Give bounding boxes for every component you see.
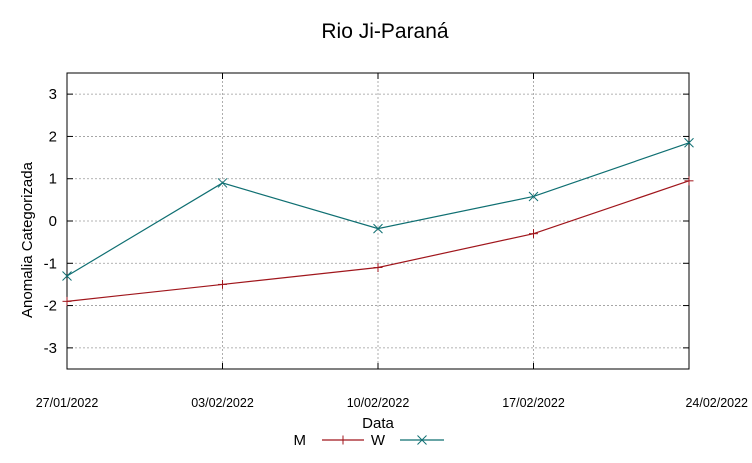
y-axis-label: Anomalia Categorizada	[19, 161, 36, 318]
x-tick-label: 10/02/2022	[347, 396, 410, 410]
series-M	[62, 176, 694, 306]
series-W	[62, 137, 694, 281]
y-tick-label: -1	[44, 255, 57, 272]
x-axis-ticks: 27/01/2022 03/02/2022 10/02/2022 17/02/2022…	[36, 73, 748, 410]
data-point-W	[217, 178, 228, 188]
data-point-M	[684, 176, 694, 186]
data-point-W	[373, 223, 383, 234]
data-point-W	[62, 271, 72, 281]
data-point-W	[528, 191, 539, 202]
x-tick-label: 27/01/2022	[36, 396, 99, 410]
data-point-W	[684, 137, 694, 148]
data-point-M	[529, 229, 538, 239]
gridlines	[66, 73, 690, 369]
x-tick-label: 17/02/2022	[502, 396, 565, 410]
legend-label: M	[294, 432, 307, 449]
legend-item-M: M	[294, 432, 364, 449]
y-tick-label: -2	[44, 298, 57, 315]
chart-title: Rio Ji-Paraná	[321, 20, 449, 43]
legend-label: W	[371, 432, 386, 449]
y-tick-label: 2	[49, 128, 57, 145]
series-layer	[62, 137, 694, 306]
data-point-M	[218, 279, 227, 289]
legend-marker	[417, 435, 427, 445]
legend-item-W: W	[371, 432, 444, 449]
data-point-M	[373, 263, 383, 273]
y-tick-label: 0	[49, 213, 57, 230]
y-tick-label: 1	[49, 171, 57, 188]
x-axis-label: Data	[362, 415, 394, 432]
x-tick-label: 03/02/2022	[191, 396, 254, 410]
y-tick-label: -3	[44, 340, 57, 357]
legend-marker	[338, 435, 348, 445]
x-tick-label: 24/02/2022	[685, 396, 748, 410]
y-axis-ticks: -3 -2 -1 0 1 2 3	[44, 86, 689, 357]
data-point-M	[62, 296, 72, 306]
y-tick-label: 3	[49, 86, 57, 103]
